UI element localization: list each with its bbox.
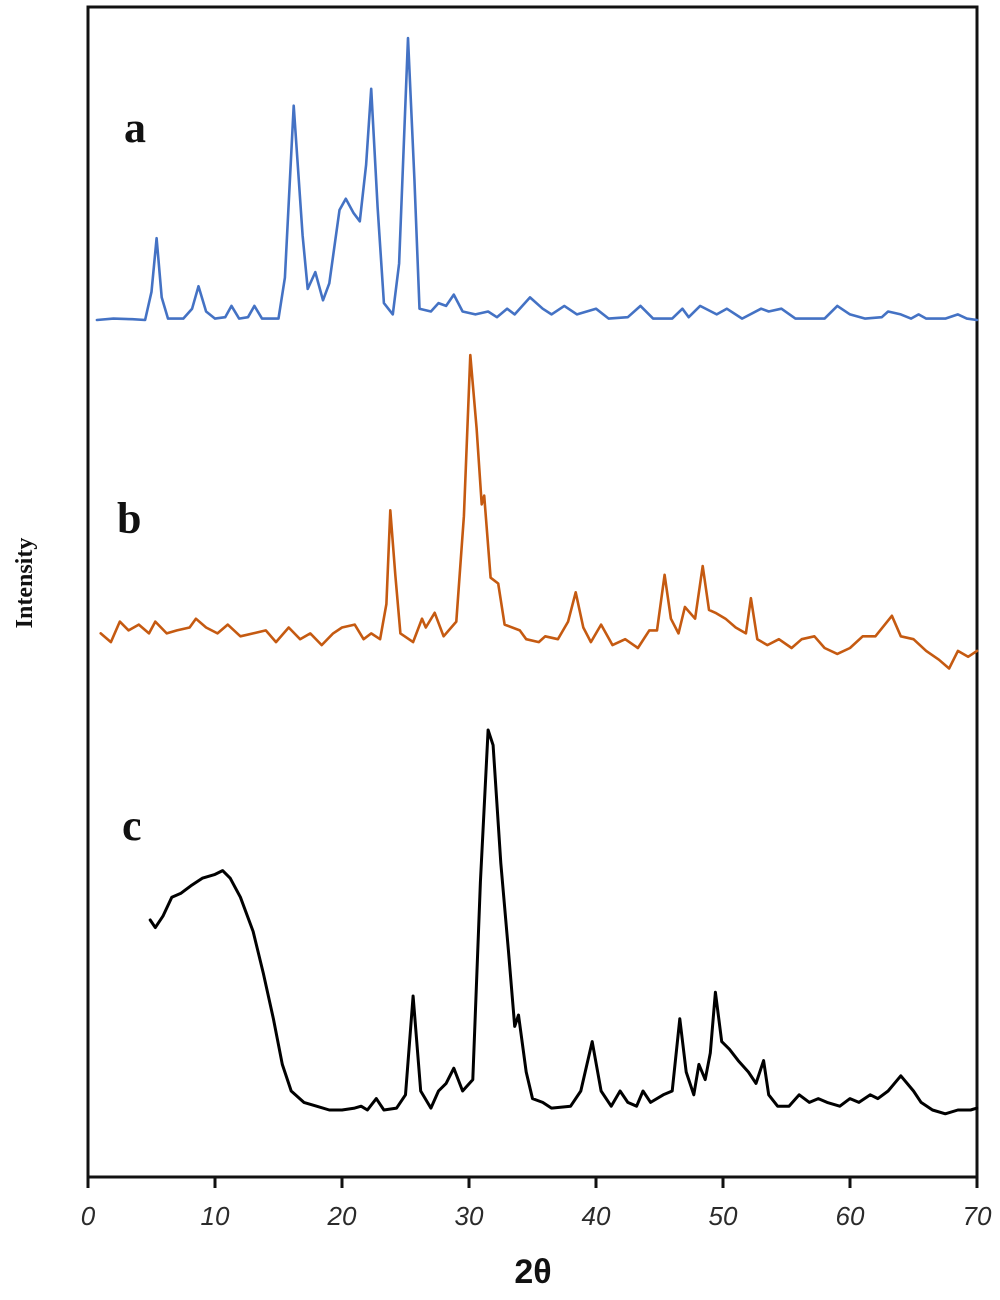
x-axis: 0 10 20 30 40 50 60 70 [81, 1177, 992, 1231]
x-tick-label: 50 [709, 1201, 738, 1231]
trace-group [95, 36, 979, 1116]
trace-c-line [148, 728, 979, 1116]
trace-label-b: b [117, 494, 141, 543]
x-tick-label: 40 [582, 1201, 611, 1231]
trace-label-a: a [124, 103, 146, 152]
y-axis-title: Intensity [12, 538, 38, 629]
x-tick-label: 60 [836, 1201, 865, 1231]
x-tick-label: 10 [201, 1201, 230, 1231]
x-tick-label: 70 [963, 1201, 992, 1231]
x-tick-label: 0 [81, 1201, 96, 1231]
x-axis-title: 2θ [514, 1253, 551, 1291]
x-tick-label: 30 [455, 1201, 484, 1231]
trace-a-line [95, 36, 979, 322]
x-tick-label: 20 [327, 1201, 357, 1231]
plot-frame [86, 5, 979, 1179]
trace-b-line [99, 353, 979, 670]
trace-label-c: c [122, 801, 142, 850]
